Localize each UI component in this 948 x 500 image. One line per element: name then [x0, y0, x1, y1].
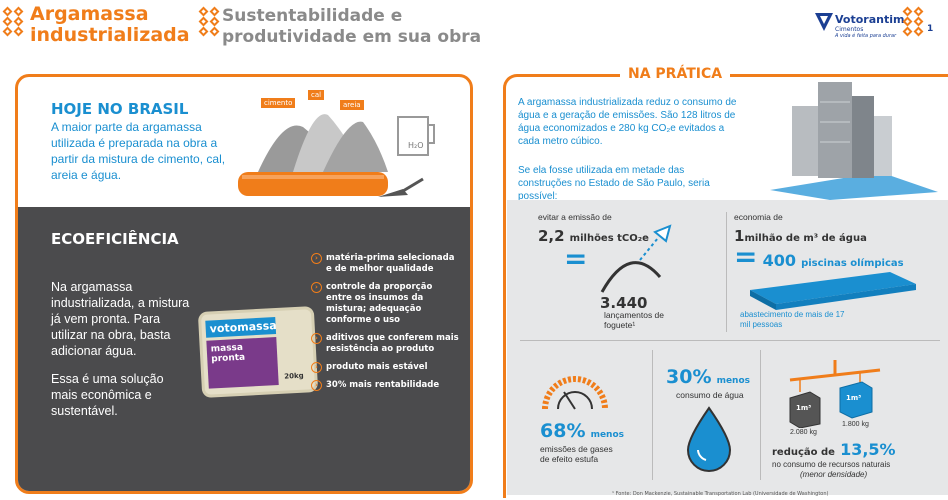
eco-paragraph-2: Essa é uma solução mais econômica e sust… [51, 372, 164, 418]
chevron-right-icon: › [311, 282, 322, 293]
pools-sub: abastecimento de mais de 17 mil pessoas [740, 310, 845, 329]
bag-line2: pronta [211, 352, 246, 365]
hoje-paragraph: A maior parte da argamassa utilizada é p… [51, 120, 226, 182]
chevron-right-icon: › [311, 362, 322, 373]
pool-icon [750, 272, 916, 310]
brand-name: Votorantim [835, 13, 905, 26]
page-subtitle: Sustentabilidade e produtividade em sua o… [222, 6, 482, 47]
tag-cimento: cimento [261, 98, 296, 108]
votorantim-logo-icon [815, 13, 833, 31]
page-title: Argamassa industrializada [30, 3, 190, 46]
bag-brand: votomassa [205, 317, 277, 338]
footnote: ¹ Fonte: Don Mackenzie, Sustainable Tran… [612, 491, 829, 497]
water-pct-sub: consumo de água [676, 390, 744, 400]
stats-divider-h [520, 340, 940, 341]
benefit-item: › produto mais estável [311, 362, 461, 373]
gauge-icon [542, 376, 608, 410]
eco-paragraph-1: Na argamassa industrializada, a mistura … [51, 280, 190, 358]
pools-value: = 400 piscinas olímpicas [734, 240, 904, 273]
benefit-item: › 30% mais rentabilidade [311, 380, 461, 391]
page-number: 1 [927, 24, 934, 34]
emission-pct-sub: emissões de gases de efeito estufa [540, 444, 613, 464]
benefit-item: › aditivos que conferem mais resistência … [311, 333, 461, 355]
benefit-item: › controle da proporção entre os insumos … [311, 282, 461, 326]
water-pct: 30% menos [666, 366, 751, 388]
na-pratica-heading: NA PRÁTICA [620, 66, 731, 82]
kg2-label: 1.800 kg [842, 421, 869, 428]
equals-sign-1: = [564, 242, 588, 275]
rocket-label: lançamentos de foguete¹ [604, 310, 665, 330]
rocket-value: 3.440 [600, 294, 648, 312]
eco-heading: ECOEFICIÊNCIA [51, 230, 179, 248]
chevron-right-icon: › [311, 380, 322, 391]
left-panel: HOJE NO BRASIL A maior parte da argamass… [15, 74, 473, 494]
cube2-label: 1m³ [846, 394, 862, 402]
brand-sub: Cimentos [835, 26, 864, 33]
benefit-item: › matéria-prima selecionada e de melhor q… [311, 253, 461, 275]
reduction-sub: no consumo de recursos naturais [772, 460, 891, 469]
tag-areia: areia [340, 100, 364, 110]
tag-cal: cal [308, 90, 325, 100]
header-deco-right [902, 6, 924, 37]
votomassa-bag: votomassa massa pronta 20kg [200, 309, 316, 395]
stats-divider-v1 [726, 212, 727, 332]
water-label: economia de [734, 212, 783, 222]
chevron-right-icon: › [311, 253, 322, 264]
kg1-label: 2.080 kg [790, 429, 817, 436]
stats-divider-v2 [652, 350, 653, 480]
balance-scale-icon [789, 360, 881, 428]
header-deco-left [2, 6, 24, 37]
water-drop-icon [686, 406, 732, 472]
header-deco-mid [198, 6, 220, 37]
bag-band: massa pronta [206, 337, 279, 389]
emission-label: evitar a emissão de [538, 212, 612, 222]
bag-weight: 20kg [284, 371, 304, 381]
rocket-icon [600, 224, 672, 293]
practice-paragraph-2: Se ela fosse utilizada em metade das con… [518, 165, 710, 202]
practice-paragraph-1: A argamassa industrializada reduz o cons… [518, 97, 737, 147]
emission-pct: 68% menos [540, 420, 625, 442]
materials-piles-icon [238, 114, 435, 197]
reduction-value: redução de 13,5% [772, 440, 896, 459]
beaker-label: H₂O [408, 141, 424, 150]
chevron-right-icon: › [311, 333, 322, 344]
reduction-sub2: (menor densidade) [800, 470, 868, 479]
hoje-heading: HOJE NO BRASIL [51, 100, 189, 118]
buildings-icon [770, 82, 938, 200]
brand-tag: A vida é feita para durar [835, 33, 897, 39]
emission-value: 2,2 milhões tCO₂e [538, 227, 649, 245]
cube1-label: 1m³ [796, 404, 812, 412]
water-value: 1milhão de m³ de água [734, 227, 867, 245]
stats-divider-v3 [760, 350, 761, 480]
benefits-list: › matéria-prima selecionada e de melhor q… [311, 253, 461, 391]
eco-section: ECOEFICIÊNCIA Na argamassa industrializa… [18, 207, 470, 491]
